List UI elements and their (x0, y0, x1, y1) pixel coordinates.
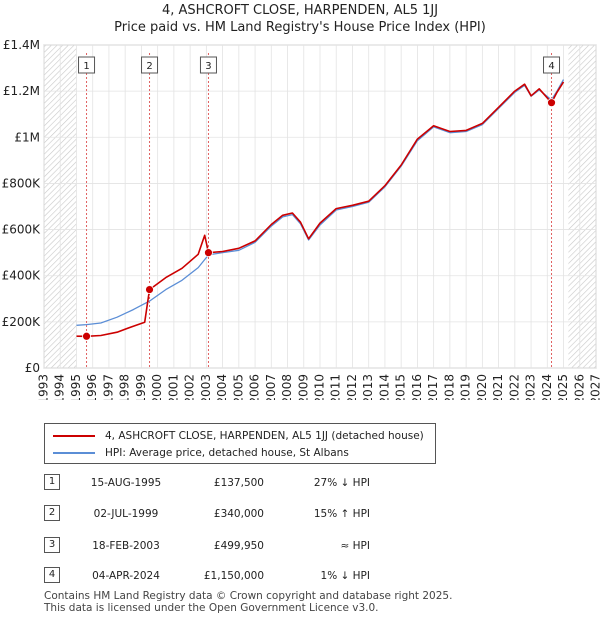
x-tick-label: 2010 (313, 374, 327, 400)
y-tick-label: £1.2M (3, 84, 40, 98)
sale-price: £340,000 (213, 508, 264, 520)
sale-date: 18-FEB-2003 (92, 540, 160, 552)
sale-point (82, 331, 91, 341)
legend-item-hpi: HPI: Average price, detached house, St A… (53, 445, 349, 461)
x-tick-label: 1993 (37, 374, 51, 400)
sale-date: 04-APR-2024 (92, 570, 160, 582)
chart-subtitle: Price paid vs. HM Land Registry's House … (114, 20, 486, 35)
x-tick-label: 2005 (231, 374, 245, 400)
x-tick-label: 2012 (345, 374, 359, 400)
x-tick-label: 2027 (589, 374, 600, 400)
sale-point (547, 98, 556, 108)
footer-license: This data is licensed under the Open Gov… (44, 602, 379, 614)
sale-date: 02-JUL-1999 (93, 508, 159, 520)
x-tick-label: 1994 (53, 374, 67, 400)
x-tick-label: 2013 (361, 374, 375, 400)
hpi-line (76, 79, 565, 326)
legend: 4, ASHCROFT CLOSE, HARPENDEN, AL5 1JJ (d… (44, 423, 436, 464)
x-tick-label: 2009 (296, 374, 310, 400)
property-price-line (76, 81, 565, 338)
sale-number-label: 3 (205, 61, 211, 72)
x-tick-label: 2019 (459, 374, 473, 400)
x-tick-label: 1996 (85, 374, 99, 400)
x-tick-label: 1997 (101, 374, 115, 400)
sale-marker-number: 2 (44, 505, 60, 521)
x-tick-label: 1998 (118, 374, 132, 400)
y-tick-label: £1.4M (3, 38, 40, 52)
sale-number-box (141, 56, 159, 74)
x-tick-label: 2011 (329, 374, 343, 400)
y-tick-label: £400K (2, 269, 42, 283)
sale-number-label: 4 (548, 61, 554, 72)
sale-date: 15-AUG-1995 (90, 477, 162, 489)
x-tick-label: 1995 (69, 374, 83, 400)
footer-copyright: Contains HM Land Registry data © Crown c… (44, 590, 453, 602)
x-tick-label: 2016 (410, 374, 424, 400)
x-tick-label: 2026 (572, 374, 586, 400)
x-tick-label: 2000 (150, 374, 164, 400)
sale-price: £1,150,000 (203, 570, 264, 582)
sale-marker-number: 3 (44, 537, 60, 553)
x-tick-label: 2023 (524, 374, 538, 400)
y-tick-label: £1M (14, 130, 40, 144)
x-tick-label: 2025 (556, 374, 570, 400)
x-tick-label: 2018 (442, 374, 456, 400)
legend-swatch-property (53, 435, 95, 437)
sale-number-box (78, 56, 96, 74)
legend-label-property: 4, ASHCROFT CLOSE, HARPENDEN, AL5 1JJ (d… (105, 430, 424, 442)
sale-point (145, 285, 154, 294)
y-tick-label: £200K (2, 315, 42, 329)
y-tick-label: £0 (25, 361, 40, 375)
x-tick-label: 2022 (507, 374, 521, 400)
sale-price: £499,950 (213, 540, 264, 552)
sale-number-box (199, 56, 217, 74)
legend-item-property: 4, ASHCROFT CLOSE, HARPENDEN, AL5 1JJ (d… (53, 428, 424, 444)
x-tick-label: 2017 (426, 374, 440, 400)
sale-number-box (543, 56, 561, 74)
y-tick-label: £800K (2, 176, 42, 190)
x-tick-label: 1999 (134, 374, 148, 400)
x-tick-label: 2003 (199, 374, 213, 400)
x-tick-label: 2021 (491, 374, 505, 400)
legend-swatch-hpi (53, 452, 95, 454)
sale-row-3: 3 18-FEB-2003 £499,950 ≈ HPI (44, 537, 564, 557)
x-tick-label: 2024 (540, 374, 554, 400)
sale-row-4: 4 04-APR-2024 £1,150,000 1% ↓ HPI (44, 567, 564, 587)
sale-marker-number: 4 (44, 567, 60, 583)
y-tick-label: £600K (2, 223, 42, 237)
legend-label-hpi: HPI: Average price, detached house, St A… (105, 447, 349, 459)
sale-hpi-comparison: 27% ↓ HPI (313, 477, 370, 489)
x-tick-label: 2006 (248, 374, 262, 400)
sale-row-1: 1 15-AUG-1995 £137,500 27% ↓ HPI (44, 474, 564, 494)
x-tick-label: 2020 (475, 374, 489, 400)
sale-hpi-comparison: 15% ↑ HPI (313, 508, 370, 520)
hatched-region-after-data (568, 45, 596, 368)
x-tick-label: 2014 (377, 374, 391, 400)
sale-marker-number: 1 (44, 474, 60, 490)
sale-point (204, 248, 213, 258)
x-tick-label: 2001 (166, 374, 180, 400)
x-tick-label: 2002 (183, 374, 197, 400)
sale-hpi-comparison: ≈ HPI (340, 540, 370, 552)
x-tick-label: 2015 (394, 374, 408, 400)
chart-title: 4, ASHCROFT CLOSE, HARPENDEN, AL5 1JJ (161, 3, 439, 18)
x-tick-label: 2004 (215, 374, 229, 400)
sale-number-label: 1 (83, 61, 89, 72)
sale-row-2: 2 02-JUL-1999 £340,000 15% ↑ HPI (44, 505, 564, 525)
x-tick-label: 2007 (264, 374, 278, 400)
sale-number-label: 2 (146, 61, 152, 72)
sale-price: £137,500 (213, 477, 264, 489)
sale-hpi-comparison: 1% ↓ HPI (320, 570, 370, 582)
x-tick-label: 2008 (280, 374, 294, 400)
